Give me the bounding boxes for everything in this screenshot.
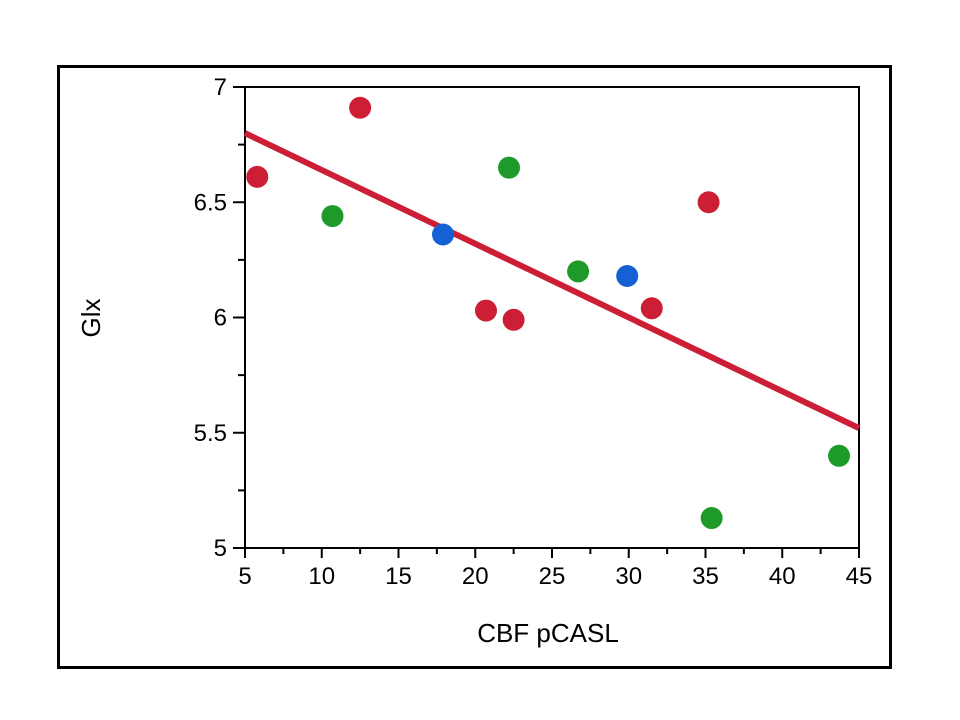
- data-point-red: [349, 96, 372, 119]
- x-tick-label: 10: [308, 563, 335, 590]
- data-point-red: [246, 165, 269, 188]
- x-tick-label: 20: [462, 563, 489, 590]
- y-tick-label: 6: [214, 305, 227, 332]
- x-axis-title: CBF pCASL: [477, 618, 619, 648]
- x-tick-label: 30: [615, 563, 642, 590]
- chart-frame: [57, 65, 892, 669]
- y-tick-label: 5: [214, 535, 227, 562]
- x-tick-label: 45: [846, 563, 873, 590]
- axes: 5 10 15 20 25 30 35 40 45 5 5.5 6 6.5 7: [194, 74, 873, 590]
- x-tick-label: 35: [692, 563, 719, 590]
- plot-border: [244, 86, 860, 549]
- x-tick-label: 25: [539, 563, 566, 590]
- data-point-blue: [616, 265, 639, 288]
- data-point-green: [321, 205, 344, 228]
- x-tick-label: 40: [769, 563, 796, 590]
- y-tick-label: 6.5: [194, 189, 227, 216]
- data-point-red: [640, 297, 663, 320]
- data-point-green: [567, 260, 590, 283]
- x-tick-label: 15: [385, 563, 412, 590]
- data-point-green: [498, 156, 521, 179]
- marks: [243, 96, 861, 530]
- data-point-green: [828, 444, 851, 467]
- y-tick-label: 7: [214, 74, 227, 101]
- x-tick-label: 5: [238, 563, 251, 590]
- data-point-blue: [432, 223, 455, 246]
- regression-line: [243, 130, 861, 431]
- y-axis-title: Glx: [76, 299, 106, 338]
- data-point-red: [474, 299, 497, 322]
- data-point-green: [700, 507, 723, 530]
- plot-area: [244, 86, 860, 549]
- data-point-red: [697, 191, 720, 214]
- data-point-red: [502, 308, 525, 331]
- y-tick-label: 5.5: [194, 420, 227, 447]
